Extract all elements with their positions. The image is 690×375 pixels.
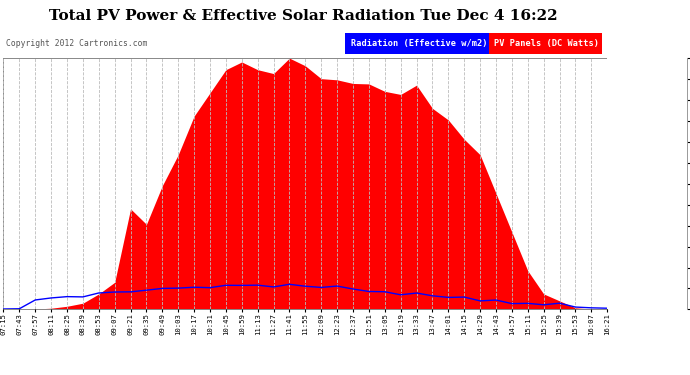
- Text: Total PV Power & Effective Solar Radiation Tue Dec 4 16:22: Total PV Power & Effective Solar Radiati…: [49, 9, 558, 23]
- Text: Copyright 2012 Cartronics.com: Copyright 2012 Cartronics.com: [6, 39, 147, 48]
- Text: PV Panels (DC Watts): PV Panels (DC Watts): [494, 39, 599, 48]
- Text: Radiation (Effective w/m2): Radiation (Effective w/m2): [351, 39, 487, 48]
